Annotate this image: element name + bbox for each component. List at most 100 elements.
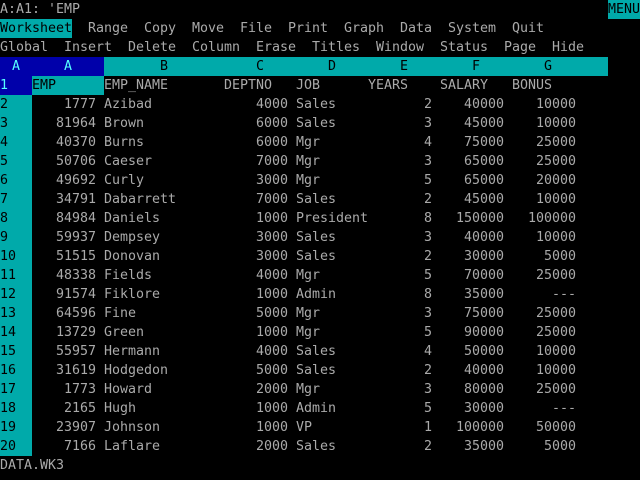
table-cell[interactable]: Hodgedon xyxy=(104,363,169,378)
table-cell[interactable]: 3000 xyxy=(255,249,288,264)
row-number[interactable]: 6 xyxy=(0,171,32,190)
table-cell[interactable]: Fiklore xyxy=(104,287,161,302)
table-cell[interactable]: 81964 xyxy=(55,116,96,131)
column-header-b[interactable]: B xyxy=(104,57,224,76)
table-cell[interactable]: 10000 xyxy=(535,344,576,359)
table-cell[interactable]: 4 xyxy=(423,344,432,359)
table-cell[interactable]: Mgr xyxy=(296,154,321,169)
row-number[interactable]: 15 xyxy=(0,342,32,361)
header-cell[interactable]: YEARS xyxy=(368,78,409,93)
table-cell[interactable]: 5000 xyxy=(255,306,288,321)
table-cell[interactable]: Sales xyxy=(296,116,337,131)
table-cell[interactable]: Mgr xyxy=(296,173,321,188)
table-cell[interactable]: 25000 xyxy=(535,154,576,169)
header-cell[interactable]: DEPTNO xyxy=(224,78,273,93)
table-cell[interactable]: --- xyxy=(551,401,576,416)
table-cell[interactable]: 7166 xyxy=(63,439,96,454)
table-cell[interactable]: 2 xyxy=(423,192,432,207)
row-number[interactable]: 14 xyxy=(0,323,32,342)
row-number[interactable]: 12 xyxy=(0,285,32,304)
table-cell[interactable]: Green xyxy=(104,325,145,340)
menu-item-range[interactable]: Range xyxy=(88,21,129,36)
table-cell[interactable]: President xyxy=(296,211,368,226)
table-cell[interactable]: 40370 xyxy=(55,135,96,150)
menu-item-data[interactable]: Data xyxy=(400,21,433,36)
table-cell[interactable]: 7000 xyxy=(255,192,288,207)
table-cell[interactable]: 35000 xyxy=(463,439,504,454)
table-cell[interactable]: 10000 xyxy=(535,116,576,131)
column-header-c[interactable]: C xyxy=(224,57,296,76)
header-cell[interactable]: EMP_NAME xyxy=(104,78,169,93)
table-cell[interactable]: 4000 xyxy=(255,97,288,112)
table-cell[interactable]: Burns xyxy=(104,135,145,150)
table-cell[interactable]: Fine xyxy=(104,306,137,321)
table-cell[interactable]: 10000 xyxy=(535,192,576,207)
table-cell[interactable]: Johnson xyxy=(104,420,161,435)
table-cell[interactable]: 20000 xyxy=(535,173,576,188)
table-cell[interactable]: Sales xyxy=(296,363,337,378)
menu-item-system[interactable]: System xyxy=(448,21,497,36)
table-cell[interactable]: Howard xyxy=(104,382,153,397)
table-cell[interactable]: 30000 xyxy=(463,401,504,416)
row-number[interactable]: 8 xyxy=(0,209,32,228)
table-cell[interactable]: 50706 xyxy=(55,154,96,169)
table-cell[interactable]: Dabarrett xyxy=(104,192,177,207)
table-cell[interactable]: 3 xyxy=(423,382,432,397)
table-cell[interactable]: 30000 xyxy=(463,249,504,264)
row-number[interactable]: 2 xyxy=(0,95,32,114)
table-cell[interactable]: 3000 xyxy=(255,173,288,188)
row-number[interactable]: 17 xyxy=(0,380,32,399)
table-cell[interactable]: 1000 xyxy=(255,287,288,302)
table-cell[interactable]: 10000 xyxy=(535,97,576,112)
table-cell[interactable]: 65000 xyxy=(463,173,504,188)
table-cell[interactable]: 5 xyxy=(423,325,432,340)
table-cell[interactable]: 23907 xyxy=(55,420,96,435)
table-cell[interactable]: 59937 xyxy=(55,230,96,245)
row-number[interactable]: 4 xyxy=(0,133,32,152)
column-header-g[interactable]: G xyxy=(512,57,584,76)
row-number[interactable]: 13 xyxy=(0,304,32,323)
row-number[interactable]: 5 xyxy=(0,152,32,171)
table-cell[interactable]: 48338 xyxy=(55,268,96,283)
table-cell[interactable]: 7000 xyxy=(255,154,288,169)
table-cell[interactable]: 25000 xyxy=(535,325,576,340)
table-cell[interactable]: 1000 xyxy=(255,211,288,226)
table-cell[interactable]: 10000 xyxy=(535,363,576,378)
table-cell[interactable]: Dempsey xyxy=(104,230,161,245)
table-cell[interactable]: Sales xyxy=(296,230,337,245)
menu-item-file[interactable]: File xyxy=(240,21,273,36)
menu-item-graph[interactable]: Graph xyxy=(344,21,385,36)
table-cell[interactable]: 91574 xyxy=(55,287,96,302)
table-cell[interactable]: Mgr xyxy=(296,135,321,150)
table-cell[interactable]: Donovan xyxy=(104,249,161,264)
row-number[interactable]: 7 xyxy=(0,190,32,209)
table-cell[interactable]: 25000 xyxy=(535,382,576,397)
table-cell[interactable]: 5000 xyxy=(543,439,576,454)
column-header-d[interactable]: D xyxy=(296,57,368,76)
menu-item-quit[interactable]: Quit xyxy=(512,21,545,36)
table-cell[interactable]: 1777 xyxy=(63,97,96,112)
menu-item-worksheet[interactable]: Worksheet xyxy=(0,19,73,38)
header-cell[interactable]: SALARY xyxy=(440,78,489,93)
row-number[interactable]: 11 xyxy=(0,266,32,285)
table-cell[interactable]: 2 xyxy=(423,97,432,112)
table-cell[interactable]: 3 xyxy=(423,230,432,245)
table-cell[interactable]: 5000 xyxy=(255,363,288,378)
table-cell[interactable]: Sales xyxy=(296,439,337,454)
table-cell[interactable]: 6000 xyxy=(255,116,288,131)
table-cell[interactable]: Sales xyxy=(296,97,337,112)
table-cell[interactable]: 31619 xyxy=(55,363,96,378)
table-cell[interactable]: 3 xyxy=(423,116,432,131)
table-cell[interactable]: 5 xyxy=(423,268,432,283)
table-cell[interactable]: 150000 xyxy=(455,211,504,226)
table-cell[interactable]: 3000 xyxy=(255,230,288,245)
table-cell[interactable]: Sales xyxy=(296,344,337,359)
table-cell[interactable]: Daniels xyxy=(104,211,161,226)
table-cell[interactable]: 1000 xyxy=(255,420,288,435)
table-cell[interactable]: 45000 xyxy=(463,192,504,207)
table-cell[interactable]: Sales xyxy=(296,192,337,207)
table-cell[interactable]: 6000 xyxy=(255,135,288,150)
table-cell[interactable]: Curly xyxy=(104,173,145,188)
table-cell[interactable]: 55957 xyxy=(55,344,96,359)
table-cell[interactable]: 84984 xyxy=(55,211,96,226)
